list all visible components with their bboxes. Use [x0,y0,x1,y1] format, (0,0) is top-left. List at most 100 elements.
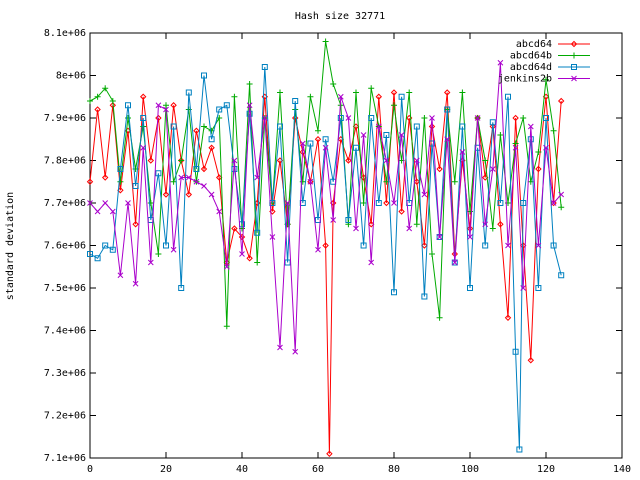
data-point [368,115,375,121]
data-point [421,115,428,121]
x-tick-label: 40 [236,464,248,475]
legend-marker [570,40,578,48]
data-point [520,115,527,121]
data-point [406,89,413,96]
data-point [94,93,101,100]
data-point [421,242,428,249]
data-point [482,157,489,164]
data-point [155,114,162,122]
data-point [87,98,93,104]
data-point [535,149,542,155]
y-tick-label: 7.1e+06 [44,453,86,464]
data-point [223,323,230,330]
data-point [231,157,238,164]
data-point [155,251,162,257]
x-tick-label: 60 [312,464,324,475]
data-point [132,221,139,228]
data-point [185,174,192,181]
data-point [246,81,253,87]
data-point [482,221,489,228]
y-tick-label: 8e+06 [56,71,86,82]
data-point [254,229,261,236]
data-point [139,93,147,100]
data-point [246,102,253,109]
data-point [284,200,291,206]
data-point [330,217,337,223]
data-point [516,446,523,453]
data-point [315,127,321,134]
data-point [497,132,504,138]
data-point [360,132,367,138]
data-point [147,157,155,164]
data-point [292,98,299,104]
data-point [261,64,268,70]
legend-entry: abcd64d [510,62,590,73]
data-point [193,166,200,172]
data-point [535,242,542,249]
data-point [543,144,549,151]
data-point [360,242,367,249]
data-point [94,106,101,113]
data-point [520,285,527,291]
data-point [307,93,314,100]
data-point [322,144,329,151]
data-point [550,199,557,207]
data-point [360,200,367,206]
data-point [550,242,557,249]
data-point [368,85,375,92]
data-point [497,200,504,206]
data-point [558,191,565,198]
data-point [398,208,405,215]
y-axis-label: standard deviation [5,192,16,300]
data-point [512,144,519,151]
data-point [140,144,147,151]
data-point [322,242,329,249]
legend-marker [571,75,577,82]
y-tick-label: 7.8e+06 [44,156,86,167]
data-point [147,200,154,206]
data-point [383,199,390,207]
data-point [277,344,283,351]
data-point [140,115,147,121]
data-point [527,123,534,130]
data-point [497,221,504,228]
data-point [550,127,557,134]
data-point [337,115,344,121]
data-point [383,157,390,164]
data-point [353,144,359,151]
data-point [299,140,306,147]
data-point [375,200,382,206]
data-point [208,144,215,151]
data-point [284,259,291,266]
chart-title: Hash size 32771 [295,11,385,22]
data-point [413,157,420,164]
data-point [102,200,109,206]
series-jenkins2b [87,59,565,355]
data-point [406,225,413,232]
data-point [467,285,473,291]
data-point [193,127,200,134]
data-point [390,89,398,96]
y-tick-label: 7.9e+06 [44,113,86,124]
data-point [208,191,215,198]
data-point [87,251,93,257]
data-point [497,59,504,66]
data-point [557,97,565,105]
data-point [178,157,185,164]
data-point [163,106,169,113]
series-layer [86,38,565,457]
data-point [246,255,253,262]
data-point [193,178,200,185]
data-point [444,106,451,113]
legend-marker [571,64,577,70]
data-point [208,136,215,143]
data-point [391,200,397,206]
data-point [474,115,481,121]
data-point [201,123,207,130]
data-point [109,98,116,104]
data-point [505,242,511,249]
data-point [170,246,177,253]
data-point [375,93,383,100]
